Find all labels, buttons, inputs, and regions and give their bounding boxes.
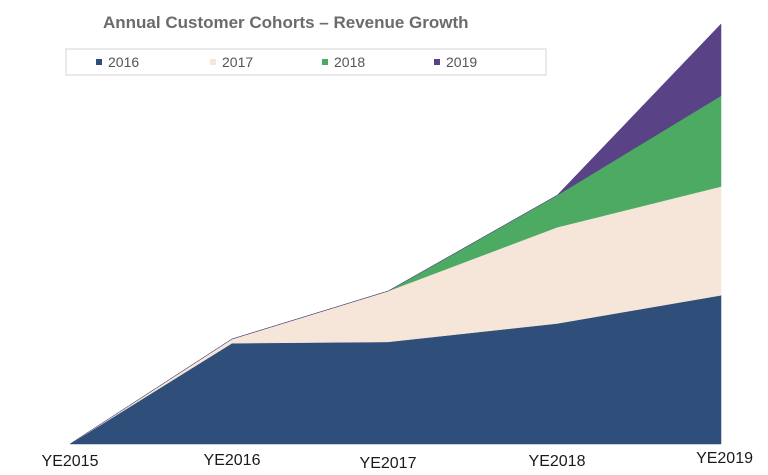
legend-label-2018: 2018 bbox=[334, 54, 365, 70]
legend-label-2017: 2017 bbox=[222, 54, 253, 70]
area-series-group bbox=[69, 23, 722, 445]
legend-swatch-2018 bbox=[322, 59, 328, 65]
x-axis-ticks: YE2015 YE2016 YE2017 YE2018 YE2019 bbox=[42, 450, 754, 472]
legend-swatch-2016 bbox=[96, 59, 102, 65]
x-tick-label-YE2015: YE2015 bbox=[42, 453, 99, 470]
legend-swatch-2019 bbox=[434, 59, 440, 65]
chart-title: Annual Customer Cohorts – Revenue Growth bbox=[103, 13, 469, 32]
x-tick-label-YE2017: YE2017 bbox=[360, 455, 417, 472]
x-tick-label-YE2018: YE2018 bbox=[529, 453, 586, 470]
x-tick-label-YE2016: YE2016 bbox=[204, 452, 261, 469]
x-tick-label-YE2019: YE2019 bbox=[696, 450, 753, 467]
legend-label-2019: 2019 bbox=[446, 54, 477, 70]
legend-label-2016: 2016 bbox=[108, 54, 139, 70]
legend-box bbox=[65, 48, 547, 76]
legend: 2016 2017 2018 2019 bbox=[65, 48, 547, 76]
legend-swatch-2017 bbox=[210, 59, 216, 65]
area-series-2019 bbox=[69, 23, 722, 445]
